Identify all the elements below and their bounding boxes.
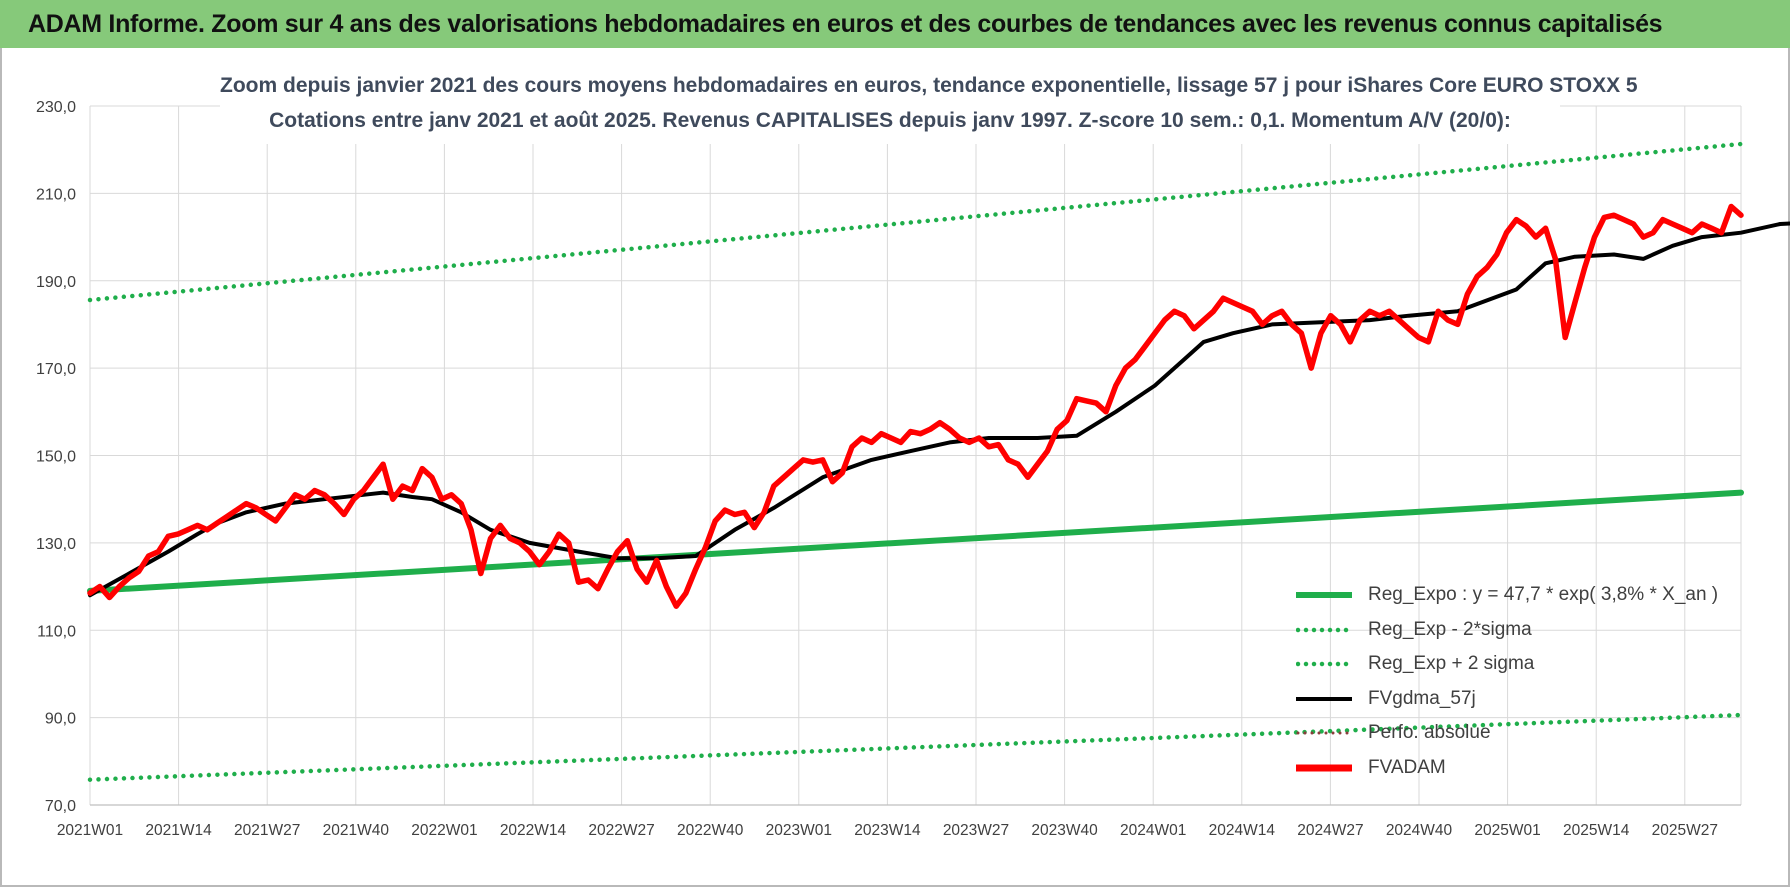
legend-label: Reg_Exp + 2 sigma (1368, 653, 1535, 675)
y-tick-label: 90,0 (45, 711, 76, 728)
legend-item-reg-expo: Reg_Expo : y = 47,7 * exp( 3,8% * X_an ) (1296, 578, 1736, 613)
x-tick-label: 2022W27 (588, 822, 654, 839)
chart-series (87, 141, 1790, 782)
x-tick-label: 2024W40 (1386, 822, 1453, 839)
chart-title-block: Zoom depuis janvier 2021 des cours moyen… (220, 68, 1638, 144)
y-tick-label: 130,0 (36, 536, 76, 553)
y-axis-ticks: 230,0 210,0 190,0 170,0 150,0 130,0 110,0 90,0 7… (36, 99, 76, 815)
chart-title: Zoom depuis janvier 2021 des cours moyen… (220, 74, 1638, 97)
x-tick-label: 2025W27 (1652, 822, 1718, 839)
x-tick-label: 2021W27 (234, 822, 300, 839)
x-tick-label: 2025W01 (1474, 822, 1540, 839)
x-tick-label: 2024W01 (1120, 822, 1186, 839)
legend-symbol-dotted-brown (1296, 726, 1352, 740)
price-chart: 230,0 210,0 190,0 170,0 150,0 130,0 110,0 90,0 7… (36, 99, 1790, 839)
x-tick-label: 2024W27 (1297, 822, 1363, 839)
x-tick-label: 2022W14 (500, 822, 567, 839)
x-tick-label: 2024W14 (1209, 822, 1276, 839)
x-tick-label: 2022W01 (411, 822, 477, 839)
legend-symbol-solid-green (1296, 588, 1352, 602)
legend-item-fvgdma: FVgdma_57j (1296, 682, 1736, 717)
legend-symbol-dotted-green (1296, 623, 1352, 637)
y-tick-label: 230,0 (36, 99, 76, 116)
series-line-2 (87, 141, 1744, 303)
series-line-0 (87, 489, 1744, 594)
series-line-5 (87, 203, 1744, 609)
report-header: ADAM Informe. Zoom sur 4 ans des valoris… (0, 0, 1790, 48)
x-tick-label: 2022W40 (677, 822, 744, 839)
chart-subtitle: Cotations entre janv 2021 et août 2025. … (269, 109, 1511, 132)
legend-item-perfo: Perfo. absolue (1296, 716, 1736, 751)
x-tick-label: 2023W14 (854, 822, 921, 839)
y-tick-label: 110,0 (37, 623, 76, 640)
x-tick-label: 2023W27 (943, 822, 1009, 839)
chart-frame (0, 48, 1790, 887)
x-tick-label: 2021W14 (145, 822, 212, 839)
y-tick-label: 170,0 (36, 361, 76, 378)
legend-label: Reg_Exp - 2*sigma (1368, 618, 1532, 640)
y-tick-label: 150,0 (36, 449, 76, 466)
report-title: ADAM Informe. Zoom sur 4 ans des valoris… (28, 9, 1663, 38)
series-line-1 (87, 712, 1744, 782)
series-line-3 (88, 221, 1790, 598)
legend-label: FVADAM (1368, 756, 1446, 778)
legend-item-reg-plus: Reg_Exp + 2 sigma (1296, 647, 1736, 682)
y-tick-label: 210,0 (36, 186, 76, 203)
legend-symbol-solid-black (1296, 692, 1352, 706)
legend-label: Perfo. absolue (1368, 722, 1491, 744)
legend-label: Reg_Expo : y = 47,7 * exp( 3,8% * X_an ) (1368, 584, 1719, 606)
legend-symbol-dotted-green (1296, 657, 1352, 671)
x-tick-label: 2021W01 (57, 822, 123, 839)
x-tick-label: 2025W14 (1563, 822, 1630, 839)
legend-item-fvadam: FVADAM (1296, 751, 1736, 786)
y-tick-label: 70,0 (45, 798, 76, 815)
chart-grid (89, 105, 1742, 806)
legend-label: FVgdma_57j (1368, 687, 1476, 709)
legend-item-reg-minus: Reg_Exp - 2*sigma (1296, 613, 1736, 648)
x-tick-label: 2023W01 (766, 822, 832, 839)
legend-symbol-solid-red (1296, 761, 1352, 775)
x-tick-label: 2021W40 (323, 822, 390, 839)
chart-legend: Reg_Expo : y = 47,7 * exp( 3,8% * X_an )… (1296, 578, 1736, 785)
y-tick-label: 190,0 (36, 274, 76, 291)
x-tick-label: 2023W40 (1031, 822, 1098, 839)
x-axis-ticks: 2021W01 2021W14 2021W27 2021W40 2022W01 2022W… (57, 822, 1718, 839)
